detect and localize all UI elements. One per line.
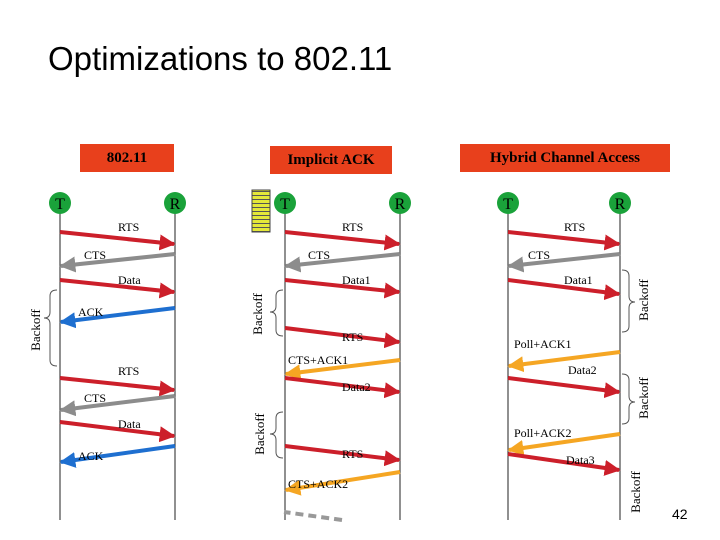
backoff3-label-hybrid: Backoff (628, 471, 643, 513)
label-ack2-802-11: ACK (78, 449, 104, 463)
brace-backoff-802-11 (43, 289, 58, 367)
header-hybrid-channel-access: Hybrid Channel Access (460, 144, 670, 172)
arrow-cts-hybrid (507, 252, 621, 273)
backoff1-label-hybrid: Backoff (636, 279, 651, 321)
arrow-data1-802-11 (59, 278, 176, 299)
arrow-ctsack1-implicit (284, 358, 401, 381)
node-r-label-implicit: R (395, 196, 406, 213)
label-rts2-802-11: RTS (118, 364, 139, 378)
label-cts-hybrid: CTS (528, 248, 550, 262)
brace-backoff1-hybrid (621, 269, 636, 333)
node-r-implicit (389, 192, 411, 214)
label-ctsack1-implicit: CTS+ACK1 (288, 353, 348, 367)
arrow-poll1-hybrid (507, 350, 621, 373)
arrow-rts2-802-11 (59, 376, 176, 397)
brace-backoff1-implicit (269, 289, 284, 337)
label-data2-802-11: Data (118, 417, 141, 431)
backoff-label-802-11: Backoff (28, 309, 43, 351)
label-rts1-implicit: RTS (342, 220, 363, 234)
node-t-label-802-11: T (55, 196, 65, 213)
label-cts1-implicit: CTS (308, 248, 330, 262)
label-rts3-implicit: RTS (342, 447, 363, 461)
node-t-label-implicit: T (280, 196, 290, 213)
arrow-data2-hybrid (507, 376, 621, 399)
header-802-11: 802.11 (80, 144, 174, 172)
arrow-data2-implicit (284, 376, 401, 399)
arrow-cts2-802-11 (59, 394, 176, 417)
arrow-rts1-implicit (284, 230, 401, 251)
label-ack1-802-11: ACK (78, 305, 104, 319)
node-r-hybrid (609, 192, 631, 214)
arrow-cts1-802-11 (59, 252, 176, 273)
label-data1-hybrid: Data1 (564, 273, 593, 287)
label-ctsack2-implicit: CTS+ACK2 (288, 477, 348, 491)
node-t-label-hybrid: T (503, 196, 513, 213)
label-poll2-hybrid: Poll+ACK2 (514, 426, 571, 440)
arrow-dashed-next-implicit (283, 510, 343, 522)
node-t-implicit (274, 192, 296, 214)
arrow-ctsack2-implicit (284, 470, 401, 496)
label-rts2-implicit: RTS (342, 330, 363, 344)
node-t-hybrid (497, 192, 519, 214)
arrow-rts2-implicit (284, 326, 401, 349)
arrow-rts1-802-11 (59, 230, 176, 251)
backoff2-label-implicit: Backoff (252, 413, 267, 455)
label-cts1-802-11: CTS (84, 248, 106, 262)
label-poll1-hybrid: Poll+ACK1 (514, 337, 571, 351)
label-data2-hybrid: Data2 (568, 363, 597, 377)
label-cts2-802-11: CTS (84, 391, 106, 405)
backoff2-label-hybrid: Backoff (636, 377, 651, 419)
arrow-data1-hybrid (507, 278, 621, 301)
brace-backoff2-implicit (269, 411, 284, 459)
node-r-802-11 (164, 192, 186, 214)
label-rts-hybrid: RTS (564, 220, 585, 234)
brace-backoff2-hybrid (621, 373, 636, 425)
node-r-label-hybrid: R (615, 196, 626, 213)
arrow-data2-802-11 (59, 420, 176, 443)
arrow-rts3-implicit (284, 444, 401, 467)
arrow-ack2-802-11 (59, 444, 176, 468)
header-implicit-ack: Implicit ACK (270, 146, 392, 174)
arrow-poll2-hybrid (507, 432, 621, 456)
arrow-rts-hybrid (507, 230, 621, 251)
arrow-data1-implicit (284, 278, 401, 299)
page-number: 42 (672, 506, 688, 522)
slide-title: Optimizations to 802.11 (48, 40, 393, 77)
label-data1-implicit: Data1 (342, 273, 371, 287)
arrow-data3-hybrid (507, 452, 621, 476)
node-r-label-802-11: R (170, 196, 181, 213)
arrow-ack1-802-11 (59, 306, 176, 329)
backoff-stripes-implicit (251, 189, 271, 233)
label-data2-implicit: Data2 (342, 380, 371, 394)
backoff1-label-implicit: Backoff (250, 293, 265, 335)
node-t-802-11 (49, 192, 71, 214)
label-rts1-802-11: RTS (118, 220, 139, 234)
label-data3-hybrid: Data3 (566, 453, 595, 467)
label-data1-802-11: Data (118, 273, 141, 287)
arrow-cts1-implicit (284, 252, 401, 273)
